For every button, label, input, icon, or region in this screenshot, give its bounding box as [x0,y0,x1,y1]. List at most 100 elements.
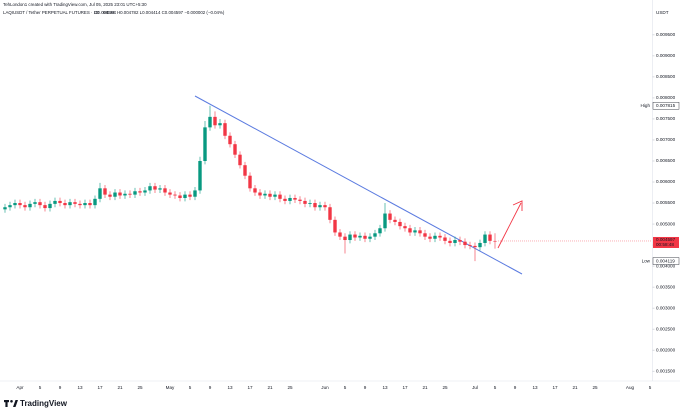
candle-body [323,205,327,208]
x-tick-label: 17 [247,385,253,390]
candle-body [488,234,492,241]
candle-body [133,191,137,195]
candle-body [63,203,67,206]
x-tick-label: 21 [267,385,273,390]
candle-body [18,203,22,206]
candle-body [333,219,337,233]
candle-body [473,245,477,248]
candle-body [218,123,222,126]
y-tick-label: 0.002000 [656,347,676,352]
candle-body [158,188,162,190]
y-tick-label: 0.006000 [656,179,676,184]
y-tick-label: 0.008500 [656,74,676,79]
x-tick-label: 25 [287,385,293,390]
candle-body [298,199,302,201]
candle-body [138,191,142,193]
y-tick-label: 0.007500 [656,116,676,121]
candle-body [108,194,112,197]
candle-body [148,186,152,191]
x-tick-label: Jun [321,385,329,390]
y-tick-label: 0.005000 [656,221,676,226]
candle-body [393,219,397,222]
low-label: Low [642,258,651,263]
y-tick-label: 0.007000 [656,137,676,142]
candle-body [83,203,87,206]
trend-line [194,95,523,275]
candle-body [378,228,382,234]
candle-body [38,202,42,206]
candle-body [198,160,202,191]
candle-body [73,202,77,204]
x-tick-label: 13 [532,385,538,390]
candle-body [183,194,187,198]
x-tick-label: 9 [59,385,62,390]
candle-body [58,200,62,204]
x-tick-label: 21 [572,385,578,390]
high-price-box [652,102,680,110]
low-price: 0.004119 [656,258,675,263]
y-tick-label: 0.006500 [656,158,676,163]
candle-body [208,116,212,128]
y-tick-label: 0.008000 [656,95,676,100]
candle-body [68,202,72,206]
candle-body [288,197,292,201]
candle-body [248,175,252,189]
candle-body [353,234,357,238]
candle-body [373,233,377,237]
candle-body [178,195,182,198]
countdown: 00:58:48 [656,242,674,247]
x-tick-label: May [166,385,175,390]
candle-body [308,203,312,204]
x-tick-label: 13 [382,385,388,390]
y-tick-label: 0.001500 [656,368,676,373]
candle-body [28,203,32,208]
candle-body [163,188,167,193]
x-tick-label: Jul [472,385,478,390]
high-price: 0.007815 [656,103,676,108]
candle-body [348,234,352,241]
candle-body [88,203,92,206]
x-tick-label: 21 [117,385,123,390]
candle-body [128,193,132,195]
arrow-shaft [497,202,522,249]
candle-body [53,200,57,204]
candle-body [468,245,472,246]
candle-body [363,235,367,239]
candle-body [293,197,297,200]
last-price-box [653,236,679,248]
y-tick-label: 0.005500 [656,200,676,205]
candle-body [173,194,177,196]
y-tick-label: 0.004000 [656,263,676,268]
x-tick-label: 17 [552,385,558,390]
candle-body [408,228,412,233]
author-line: TehLondon1 created with TradingView.com,… [3,2,147,7]
ohlc-legend: O0.004598 H0.004782 L0.004414 C0.004597 … [94,10,225,15]
candle-body [413,230,417,233]
candle-body [233,144,237,155]
x-tick-label: 5 [189,385,192,390]
candle-body [383,213,387,229]
candle-body [268,193,272,197]
candle-body [398,221,402,227]
y-tick-label: 0.002500 [656,326,676,331]
x-tick-label: 17 [402,385,408,390]
brand-name: TradingView [20,399,68,408]
candle-body [33,202,37,204]
candle-body [303,200,307,204]
x-tick-label: 17 [97,385,103,390]
candle-body [193,190,197,197]
y-tick-label: 0.009500 [656,32,676,37]
candle-body [428,236,432,239]
candle-body [343,236,347,241]
candle-body [153,186,157,190]
y-tick-label: 0.003000 [656,305,676,310]
candle-body [278,194,282,199]
x-tick-label: 5 [39,385,42,390]
candle-body [253,188,257,193]
candle-body [228,135,232,145]
candle-body [423,233,427,237]
candle-body [463,241,467,246]
candle-body [43,205,47,209]
